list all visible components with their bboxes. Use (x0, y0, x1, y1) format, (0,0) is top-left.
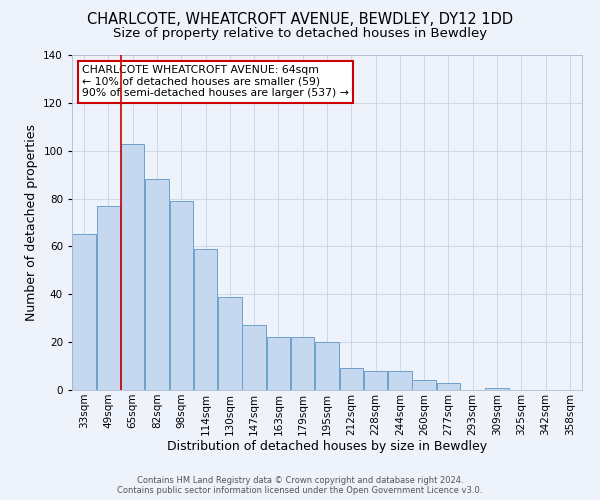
Text: Size of property relative to detached houses in Bewdley: Size of property relative to detached ho… (113, 28, 487, 40)
Bar (315, 342, 339, 390)
Bar (340, 368, 363, 390)
Bar (73, 234, 96, 390)
Bar (364, 371, 388, 390)
Text: CHARLCOTE, WHEATCROFT AVENUE, BEWDLEY, DY12 1DD: CHARLCOTE, WHEATCROFT AVENUE, BEWDLEY, D… (87, 12, 513, 28)
Bar (194, 249, 217, 390)
Bar (266, 338, 290, 390)
Bar (291, 338, 314, 390)
Y-axis label: Number of detached properties: Number of detached properties (25, 124, 38, 321)
Bar (218, 296, 242, 390)
Bar (170, 201, 193, 390)
Bar (485, 388, 509, 390)
Bar (145, 180, 169, 390)
X-axis label: Distribution of detached houses by size in Bewdley: Distribution of detached houses by size … (167, 440, 487, 454)
Text: Contains HM Land Registry data © Crown copyright and database right 2024.
Contai: Contains HM Land Registry data © Crown c… (118, 476, 482, 495)
Text: CHARLCOTE WHEATCROFT AVENUE: 64sqm
← 10% of detached houses are smaller (59)
90%: CHARLCOTE WHEATCROFT AVENUE: 64sqm ← 10%… (82, 65, 349, 98)
Bar (437, 383, 460, 390)
Bar (97, 206, 120, 390)
Bar (388, 371, 412, 390)
Bar (412, 380, 436, 390)
Bar (121, 144, 145, 390)
Bar (242, 326, 266, 390)
